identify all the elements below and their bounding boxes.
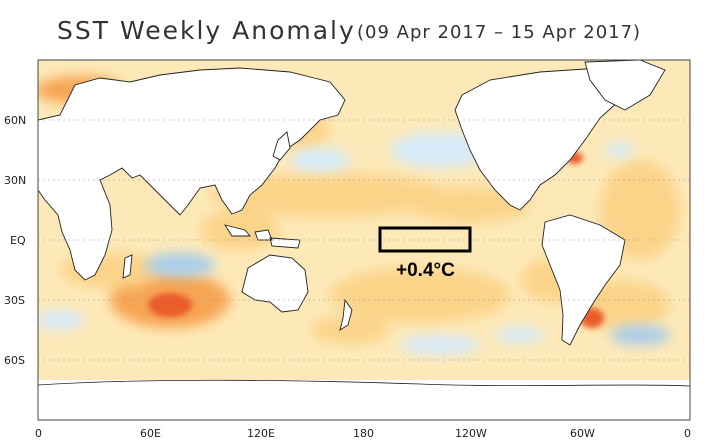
- map-date-range: (09 Apr 2017 – 15 Apr 2017): [357, 22, 642, 43]
- nino34-anomaly-label: +0.4°C: [396, 260, 455, 281]
- graticule: [38, 119, 690, 361]
- cool-anomalies: [38, 132, 670, 355]
- lon-label: 60E: [140, 427, 161, 440]
- lon-label: 0: [35, 427, 42, 440]
- south-america-landmass: [541, 214, 626, 346]
- nino34-highlight-box: [378, 226, 472, 253]
- madagascar-landmass: [122, 254, 133, 279]
- latitude-axis: 60N 30N EQ 30S 60S: [4, 114, 26, 367]
- lon-label: 180: [353, 427, 374, 440]
- greenland-landmass: [584, 60, 666, 111]
- lon-label: 60W: [570, 427, 595, 440]
- plot-frame: [37, 59, 691, 421]
- lat-label: EQ: [10, 234, 26, 247]
- lat-label: 60N: [4, 114, 26, 127]
- lat-label: 60S: [4, 354, 25, 367]
- japan-landmass: [272, 131, 291, 161]
- map-title: SST Weekly Anomaly: [57, 16, 356, 45]
- antarctica-landmass: [38, 379, 690, 420]
- lon-label: 0: [684, 427, 691, 440]
- anomaly-field: [38, 60, 690, 420]
- eurasia-africa-landmass: [38, 67, 346, 281]
- maritime-continent-islands: [224, 224, 301, 249]
- lat-label: 30S: [4, 294, 25, 307]
- lon-label: 120E: [247, 427, 275, 440]
- lon-label: 120W: [455, 427, 487, 440]
- australia-landmass: [241, 254, 309, 313]
- new-zealand-landmass: [339, 298, 353, 331]
- lat-label: 30N: [4, 174, 26, 187]
- continents: [38, 60, 666, 346]
- longitude-axis: 0 60E 120E 180 120W 60W 0: [35, 427, 691, 440]
